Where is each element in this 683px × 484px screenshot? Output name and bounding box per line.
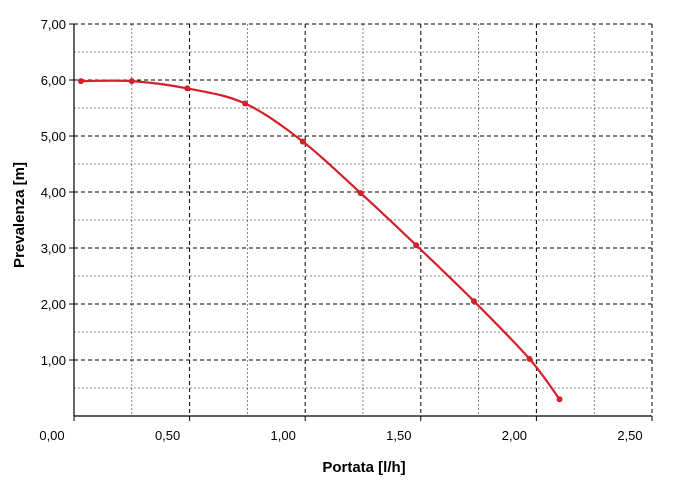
x-tick-label: 2,50 <box>617 428 642 443</box>
tick-labels: 1,00 2,00 3,00 4,00 5,00 6,00 7,00 0,00 0,50 1,00… <box>39 17 642 443</box>
data-point <box>128 78 135 85</box>
y-tick-label: 2,00 <box>41 297 66 312</box>
data-point <box>526 355 533 362</box>
x-tick-label: 0,00 <box>39 428 64 443</box>
x-tick-label: 2,00 <box>502 428 527 443</box>
x-axis-title: Portata [l/h] <box>322 459 405 476</box>
x-tick-label: 1,50 <box>386 428 411 443</box>
series <box>77 78 563 403</box>
data-point <box>556 396 563 403</box>
data-point <box>77 78 84 85</box>
y-tick-label: 3,00 <box>41 241 66 256</box>
y-tick-label: 4,00 <box>41 185 66 200</box>
grid <box>74 23 653 416</box>
series-line <box>79 79 561 401</box>
data-point <box>299 138 306 145</box>
y-axis-title: Prevalenza [m] <box>11 162 28 268</box>
y-tick-label: 7,00 <box>41 17 66 32</box>
x-tick-label: 1,00 <box>271 428 296 443</box>
x-tick-label: 0,50 <box>155 428 180 443</box>
axes <box>69 23 653 421</box>
data-point <box>357 190 364 197</box>
y-tick-label: 5,00 <box>41 129 66 144</box>
y-tick-label: 6,00 <box>41 73 66 88</box>
data-point <box>470 298 477 305</box>
data-point <box>242 100 249 107</box>
data-point <box>184 85 191 92</box>
data-point <box>413 242 420 249</box>
y-tick-label: 1,00 <box>41 353 66 368</box>
